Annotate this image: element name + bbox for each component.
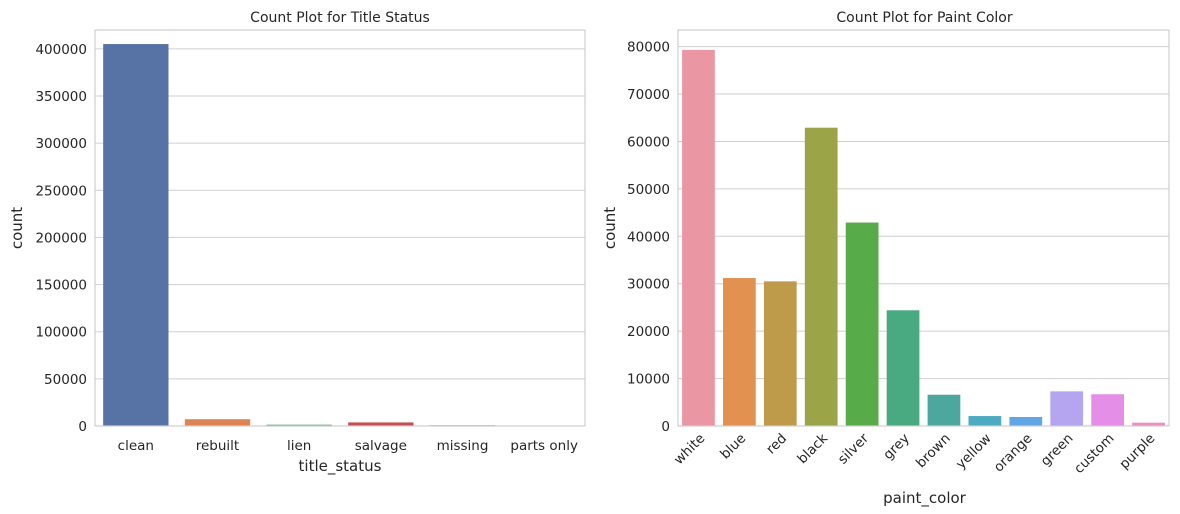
bar-lien	[266, 424, 332, 426]
x-tick-label: blue	[717, 431, 749, 463]
y-tick-label: 30000	[627, 277, 670, 293]
x-tick-label: green	[1038, 431, 1077, 470]
y-tick-label: 10000	[627, 372, 670, 388]
x-tick-labels: clean rebuilt lien salvage missing parts only	[118, 438, 578, 454]
y-tick-label: 40000	[627, 229, 670, 245]
x-tick-labels: white blue red black silver grey brown yellowor…	[671, 430, 1159, 477]
x-tick-label: missing	[437, 438, 489, 454]
x-tick-label: lien	[287, 438, 311, 454]
y-tick-labels: 0 50000 100000 150000 200000 250000 300000 3500…	[35, 42, 87, 435]
x-tick-label: parts only	[510, 438, 578, 454]
bars	[682, 49, 1165, 427]
x-tick-label: salvage	[355, 438, 407, 454]
y-tick-label: 150000	[35, 278, 87, 294]
y-tick-label: 350000	[35, 89, 87, 105]
x-tick-label: custom	[1071, 431, 1117, 477]
bar-purple	[1132, 422, 1165, 426]
y-axis-label: count	[601, 207, 619, 249]
x-tick-label: brown	[913, 431, 954, 472]
bar-custom	[1091, 394, 1124, 426]
title-status-chart: Count Plot for Title Status 0 50000 100000…	[8, 10, 586, 476]
bar-rebuilt	[184, 419, 251, 426]
y-tick-label: 100000	[35, 325, 87, 341]
bar-brown	[927, 394, 961, 426]
gridlines	[95, 48, 585, 427]
plot-frame	[94, 29, 586, 427]
y-tick-label: 0	[78, 419, 87, 435]
x-tick-label: silver	[835, 430, 872, 467]
y-tick-label: 50000	[44, 372, 87, 388]
bar-salvage	[348, 422, 414, 426]
bars	[103, 44, 577, 426]
y-tick-label: 300000	[35, 136, 87, 152]
bar-silver	[845, 222, 879, 426]
y-tick-label: 200000	[35, 230, 87, 246]
x-tick-label: clean	[118, 438, 154, 454]
y-tick-label: 50000	[627, 182, 670, 198]
x-tick-label: rebuilt	[196, 438, 239, 454]
bar-grey	[886, 310, 920, 426]
x-tick-label: purple	[1116, 431, 1158, 473]
y-tick-label: 60000	[627, 134, 670, 150]
paint-color-chart: Count Plot for Paint Color 0 10000 20000 30…	[601, 10, 1170, 508]
bar-clean	[103, 44, 169, 426]
bar-black	[804, 127, 838, 427]
bar-yellow	[968, 416, 1002, 426]
bar-white	[682, 49, 715, 426]
y-tick-labels: 0 10000 20000 30000 40000 50000 60000 70000 8000…	[627, 40, 670, 435]
x-tick-label: yellow	[953, 431, 995, 473]
bar-blue	[723, 278, 756, 426]
y-tick-label: 20000	[627, 324, 670, 340]
x-tick-label: black	[794, 430, 831, 467]
y-tick-label: 80000	[627, 40, 670, 56]
x-tick-label: red	[763, 431, 790, 458]
y-tick-label: 250000	[35, 183, 87, 199]
bar-green	[1050, 391, 1084, 426]
plot-frame	[677, 29, 1170, 427]
x-tick-label: orange	[991, 431, 1036, 476]
chart-title: Count Plot for Paint Color	[836, 10, 1012, 26]
x-tick-label: white	[671, 431, 708, 468]
y-tick-label: 70000	[627, 87, 670, 103]
y-axis-label: count	[8, 207, 26, 249]
y-tick-label: 400000	[35, 42, 87, 58]
y-tick-label: 0	[661, 419, 670, 435]
x-tick-label: grey	[880, 431, 913, 464]
x-axis-label: paint_color	[883, 489, 967, 508]
bar-orange	[1009, 416, 1043, 426]
x-axis-label: title_status	[299, 457, 382, 476]
chart-title: Count Plot for Title Status	[250, 10, 430, 26]
bar-red	[763, 281, 797, 426]
